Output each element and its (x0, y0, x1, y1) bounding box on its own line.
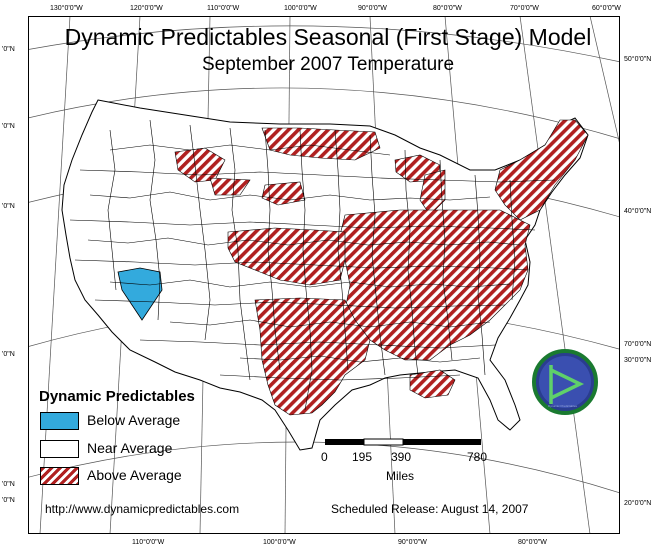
tick-right: 30°0'0"N (624, 357, 652, 364)
scale-label-780: 780 (467, 450, 488, 464)
website-link[interactable]: http://www.dynamicpredictables.com (45, 502, 240, 516)
tick-bottom: 90°0'0"W (398, 539, 427, 546)
legend-swatch-below (40, 412, 79, 430)
tick-left: '0"N (2, 203, 15, 210)
tick-top: 130°0'0"W (50, 5, 83, 12)
logo-text: Dynamic Predictables (548, 404, 578, 408)
tick-left: '0"N (2, 497, 15, 504)
tick-left: '0"N (2, 481, 15, 488)
legend-title: Dynamic Predictables (39, 388, 195, 405)
tick-bottom: 110°0'0"W (132, 539, 165, 546)
release-date: Scheduled Release: August 14, 2007 (331, 502, 529, 516)
tick-top: 70°0'0"W (510, 5, 539, 12)
tick-right: 50°0'0"N (624, 56, 652, 63)
scale-label-0: 0 (321, 450, 328, 464)
scale-label-195: 195 (352, 450, 373, 464)
legend-label: Above Average (87, 467, 182, 483)
tick-left: '0"N (2, 123, 15, 130)
tick-right: 70°0'0"N (624, 341, 652, 348)
tick-bottom: 100°0'0"W (263, 539, 296, 546)
legend-swatch-near (40, 440, 79, 458)
tick-left: '0"N (2, 351, 15, 358)
below-average-region (117, 267, 163, 321)
tick-top: 110°0'0"W (207, 5, 240, 12)
legend-label: Below Average (87, 412, 181, 428)
legend-label: Near Average (87, 440, 173, 456)
tick-top: 120°0'0"W (130, 5, 163, 12)
legend-swatch-above (40, 467, 79, 485)
map-subtitle: September 2007 Temperature (201, 54, 455, 75)
division-lines (69, 119, 556, 411)
tick-top: 100°0'0"W (284, 5, 317, 12)
map-title: Dynamic Predictables Seasonal (First Sta… (64, 24, 592, 50)
scale-bar (325, 438, 481, 446)
tick-top: 80°0'0"W (433, 5, 462, 12)
tick-right: 20°0'0"N (624, 500, 652, 507)
tick-bottom: 80°0'0"W (518, 539, 547, 546)
scale-label-390: 390 (391, 450, 412, 464)
tick-top: 60°0'0"W (592, 5, 621, 12)
scale-unit: Miles (386, 469, 415, 483)
logo (532, 349, 598, 415)
tick-top: 90°0'0"W (358, 5, 387, 12)
tick-left: '0"N (2, 46, 15, 53)
tick-right: 40°0'0"N (624, 208, 652, 215)
